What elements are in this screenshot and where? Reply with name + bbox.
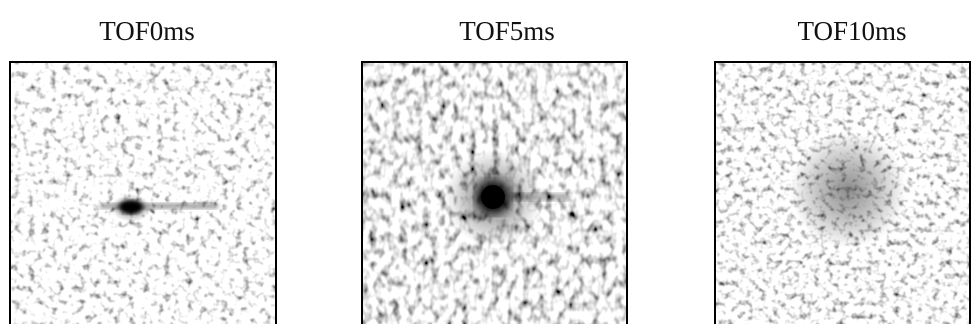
panel-title: TOF5ms (459, 16, 555, 46)
panel: TOF0ms (9, 16, 277, 324)
image (715, 62, 971, 324)
panel-title: TOF0ms (99, 16, 195, 46)
frame (9, 61, 277, 324)
panel: TOF5ms (361, 16, 628, 324)
frame (361, 61, 628, 324)
frame (714, 61, 971, 324)
image (362, 62, 627, 324)
image (10, 62, 276, 324)
panel: TOF10ms (714, 16, 971, 324)
panel-title: TOF10ms (797, 16, 906, 46)
